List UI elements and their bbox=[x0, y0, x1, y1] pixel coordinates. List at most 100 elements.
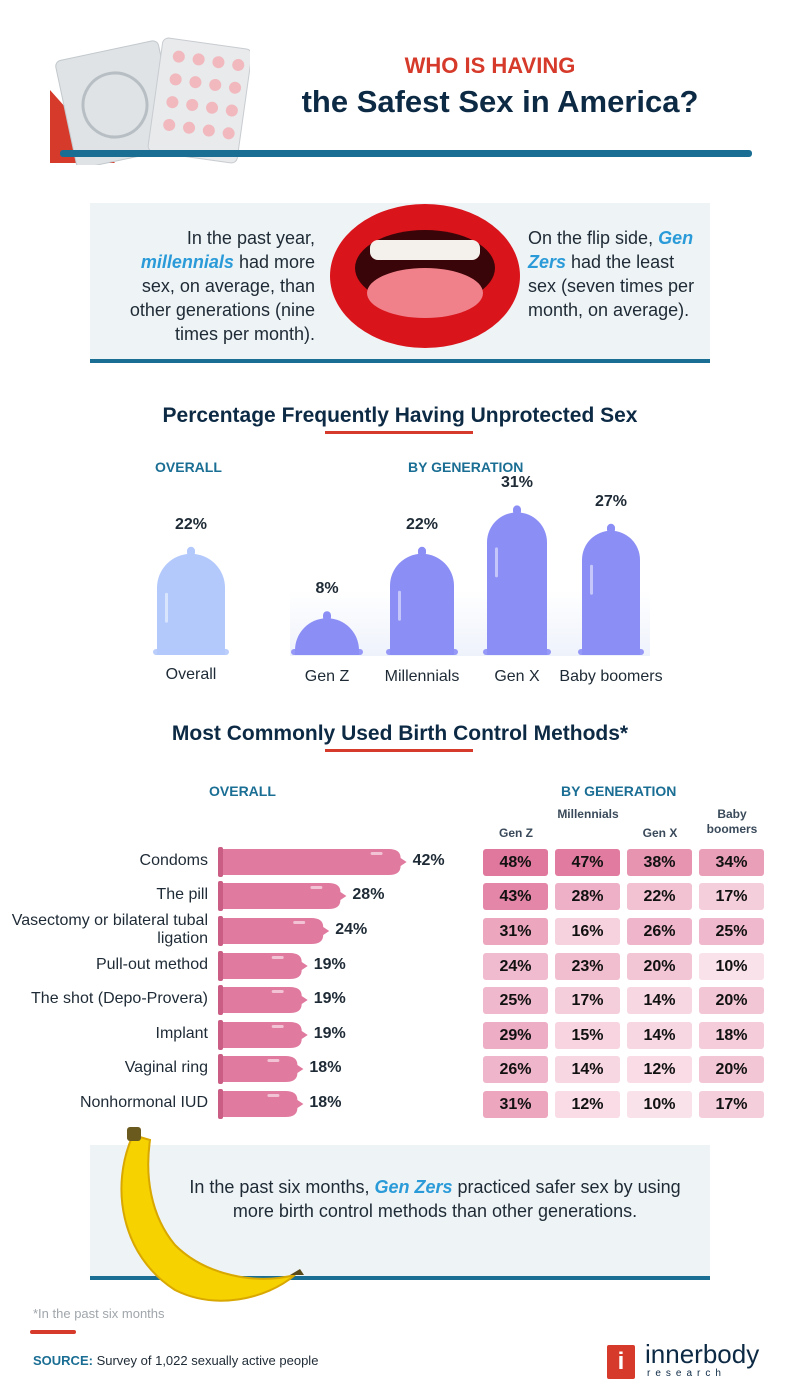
bar-value-4: 19% bbox=[313, 990, 346, 1007]
value-label-1: 22% bbox=[405, 515, 439, 533]
heatmap-cell: 31% bbox=[483, 918, 548, 945]
banana-illustration bbox=[120, 1127, 304, 1302]
bar-2 bbox=[218, 916, 330, 946]
chart2-overall-label: OVERALL bbox=[209, 783, 276, 799]
bar-value-0: 42% bbox=[412, 852, 445, 869]
bar-value-6: 18% bbox=[309, 1059, 342, 1076]
heatmap-cell: 31% bbox=[483, 1091, 548, 1118]
category-label-3: Baby boomers bbox=[559, 668, 663, 685]
category-label-overall: Overall bbox=[165, 666, 217, 683]
bar-value-7: 18% bbox=[309, 1094, 342, 1111]
chart1-overall-label: OVERALL bbox=[155, 459, 222, 475]
callout-highlight: Gen Zers bbox=[374, 1177, 453, 1197]
bar-label-2: Vasectomy or bilateral tubal ligation bbox=[11, 912, 208, 947]
logo-mark: i bbox=[607, 1345, 635, 1379]
heatmap-cell: 17% bbox=[699, 1091, 764, 1118]
chart2-title: Most Commonly Used Birth Control Methods… bbox=[171, 722, 629, 745]
info-right-pre: On the flip side, bbox=[528, 228, 659, 248]
info-left-highlight: millennials bbox=[140, 252, 234, 272]
heatmap-cell: 38% bbox=[627, 849, 692, 876]
heatmap-cell: 25% bbox=[483, 987, 548, 1014]
category-label-2: Gen X bbox=[494, 668, 540, 685]
heatmap-cell: 28% bbox=[555, 883, 620, 910]
callout-text: In the past six months, Gen Zers practic… bbox=[185, 1175, 685, 1223]
value-label-overall: 22% bbox=[174, 515, 208, 533]
chart1-svg bbox=[153, 505, 644, 655]
heatmap-cell: 17% bbox=[555, 987, 620, 1014]
heatmap-cell: 15% bbox=[555, 1022, 620, 1049]
bar-value-5: 19% bbox=[313, 1025, 346, 1042]
heatmap-cell: 47% bbox=[555, 849, 620, 876]
info-right-highlight: Gen Zers bbox=[528, 228, 694, 272]
chart2-generation-label: BY GENERATION bbox=[561, 783, 677, 799]
page-title: the Safest Sex in America? bbox=[301, 84, 699, 119]
heatmap-cell: 20% bbox=[699, 987, 764, 1014]
chart2-svg bbox=[218, 847, 407, 1119]
heatmap-cell: 34% bbox=[699, 849, 764, 876]
heatmap-cell: 20% bbox=[699, 1056, 764, 1083]
column-header-3: Baby boomers bbox=[706, 807, 758, 836]
heatmap-cell: 14% bbox=[627, 987, 692, 1014]
logo-sub: research bbox=[647, 1368, 726, 1379]
heatmap-cell: 10% bbox=[699, 953, 764, 980]
info-right-post: had the least sex (seven times per month… bbox=[528, 252, 695, 320]
column-header-2: Gen X bbox=[642, 826, 678, 840]
heatmap-cell: 24% bbox=[483, 953, 548, 980]
category-label-1: Millennials bbox=[384, 668, 460, 685]
callout-pre: In the past six months, bbox=[189, 1177, 375, 1197]
info-left-pre: In the past year, bbox=[186, 228, 315, 248]
title-kicker: WHO IS HAVING bbox=[404, 53, 576, 78]
info-left-post: had more sex, on average, than other gen… bbox=[129, 252, 315, 344]
bar-6 bbox=[218, 1054, 304, 1084]
heatmap-cell: 23% bbox=[555, 953, 620, 980]
heatmap-cell: 22% bbox=[627, 883, 692, 910]
condom-bar-2 bbox=[483, 505, 551, 655]
heatmap-cell: 29% bbox=[483, 1022, 548, 1049]
footnote: *In the past six months bbox=[33, 1306, 165, 1321]
callout-post: practiced safer sex by using more birth … bbox=[232, 1177, 681, 1221]
heatmap-cell: 14% bbox=[555, 1056, 620, 1083]
bar-5 bbox=[218, 1020, 308, 1050]
value-label-3: 27% bbox=[594, 492, 628, 510]
bar-3 bbox=[218, 951, 308, 981]
heatmap-cell: 26% bbox=[483, 1056, 548, 1083]
value-label-2: 31% bbox=[500, 474, 534, 492]
source: SOURCE: Survey of 1,022 sexually active … bbox=[33, 1353, 318, 1368]
heatmap-cell: 17% bbox=[699, 883, 764, 910]
source-label: SOURCE: bbox=[33, 1353, 93, 1368]
bar-7 bbox=[218, 1089, 304, 1119]
condom-bar-overall bbox=[153, 546, 229, 655]
bar-label-3: Pull-out method bbox=[95, 956, 208, 973]
heatmap-cell: 14% bbox=[627, 1022, 692, 1049]
chart1-title: Percentage Frequently Having Unprotected… bbox=[162, 404, 638, 427]
bar-value-3: 19% bbox=[313, 956, 346, 973]
info-right: On the flip side, Gen Zers had the least… bbox=[528, 226, 698, 322]
heatmap-cell: 43% bbox=[483, 883, 548, 910]
title-divider bbox=[60, 150, 752, 157]
source-text: Survey of 1,022 sexually active people bbox=[92, 1353, 319, 1368]
bar-0 bbox=[218, 847, 407, 877]
condom-bar-0 bbox=[291, 611, 363, 655]
condom-bar-3 bbox=[578, 523, 644, 655]
bar-label-1: The pill bbox=[156, 886, 208, 903]
info-left: In the past year, millennials had more s… bbox=[110, 226, 315, 346]
chart1-underline bbox=[325, 431, 473, 434]
innerbody-logo: i innerbody research bbox=[607, 1339, 772, 1380]
value-label-0: 8% bbox=[315, 580, 339, 598]
heatmap-cell: 16% bbox=[555, 918, 620, 945]
bar-value-2: 24% bbox=[335, 921, 368, 938]
heatmap-cell: 12% bbox=[627, 1056, 692, 1083]
bar-label-6: Vaginal ring bbox=[124, 1059, 208, 1076]
heatmap-cell: 48% bbox=[483, 849, 548, 876]
heatmap-cell: 18% bbox=[699, 1022, 764, 1049]
heatmap-cell: 26% bbox=[627, 918, 692, 945]
bar-label-0: Condoms bbox=[139, 852, 208, 869]
chart2-underline bbox=[325, 749, 473, 752]
column-header-1: Millennials bbox=[557, 807, 619, 821]
bar-label-7: Nonhormonal IUD bbox=[79, 1094, 208, 1111]
heatmap-cell: 12% bbox=[555, 1091, 620, 1118]
category-label-0: Gen Z bbox=[304, 668, 350, 685]
bar-4 bbox=[218, 985, 308, 1015]
heatmap-cell: 20% bbox=[627, 953, 692, 980]
logo-name: innerbody bbox=[645, 1339, 760, 1369]
